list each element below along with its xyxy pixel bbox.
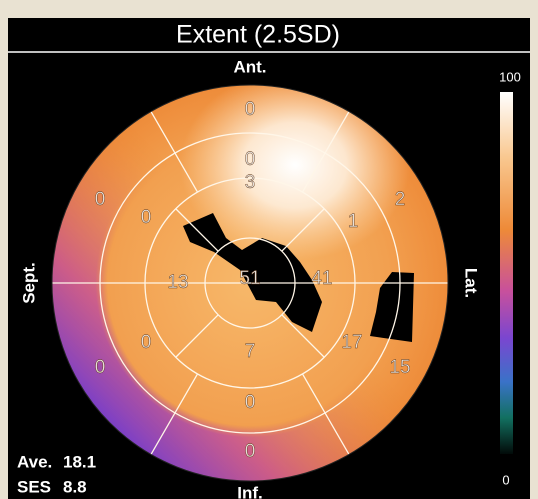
segment-value: 0 [245, 392, 256, 413]
color-scale [500, 92, 513, 454]
orientation-label: Sept. [19, 262, 38, 304]
segment-divider [150, 373, 199, 455]
orientation-label: Ant. [233, 57, 266, 76]
segment-value: 0 [95, 357, 106, 378]
segment-value: 0 [245, 441, 256, 462]
segment-value: 1 [348, 211, 359, 232]
segment-value: 0 [95, 189, 106, 210]
segment-value: 17 [341, 332, 362, 353]
stat-label: SES [17, 477, 51, 496]
defect [183, 213, 322, 332]
segment-value: 7 [245, 341, 256, 362]
segment-value: 0 [245, 99, 256, 120]
segment-divider [175, 314, 219, 358]
segment-value: 41 [311, 268, 332, 289]
segment-divider [150, 111, 199, 193]
segment-value: 2 [395, 189, 406, 210]
scale-min: 0 [502, 472, 509, 487]
polar-map [52, 85, 448, 481]
segment-value: 51 [239, 268, 260, 289]
scale-max: 100 [499, 69, 521, 84]
segment-divider [301, 373, 350, 455]
segment-value: 0 [141, 332, 152, 353]
orientation-label: Lat. [462, 268, 481, 298]
stat-value: 18.1 [63, 452, 96, 471]
stat-value: 8.8 [63, 477, 87, 496]
segment-value: 0 [141, 207, 152, 228]
title: Extent (2.5SD) [176, 21, 340, 49]
segment-value: 15 [389, 357, 410, 378]
orientation-label: Inf. [237, 483, 263, 499]
stat-label: Ave. [17, 452, 52, 471]
segment-value: 0 [245, 149, 256, 170]
segment-value: 13 [167, 272, 188, 293]
segment-value: 3 [245, 172, 256, 193]
segment-divider [281, 208, 325, 252]
segment-divider [281, 314, 325, 358]
segment-divider [175, 208, 219, 252]
defect [370, 272, 414, 342]
segment-divider [301, 111, 350, 193]
